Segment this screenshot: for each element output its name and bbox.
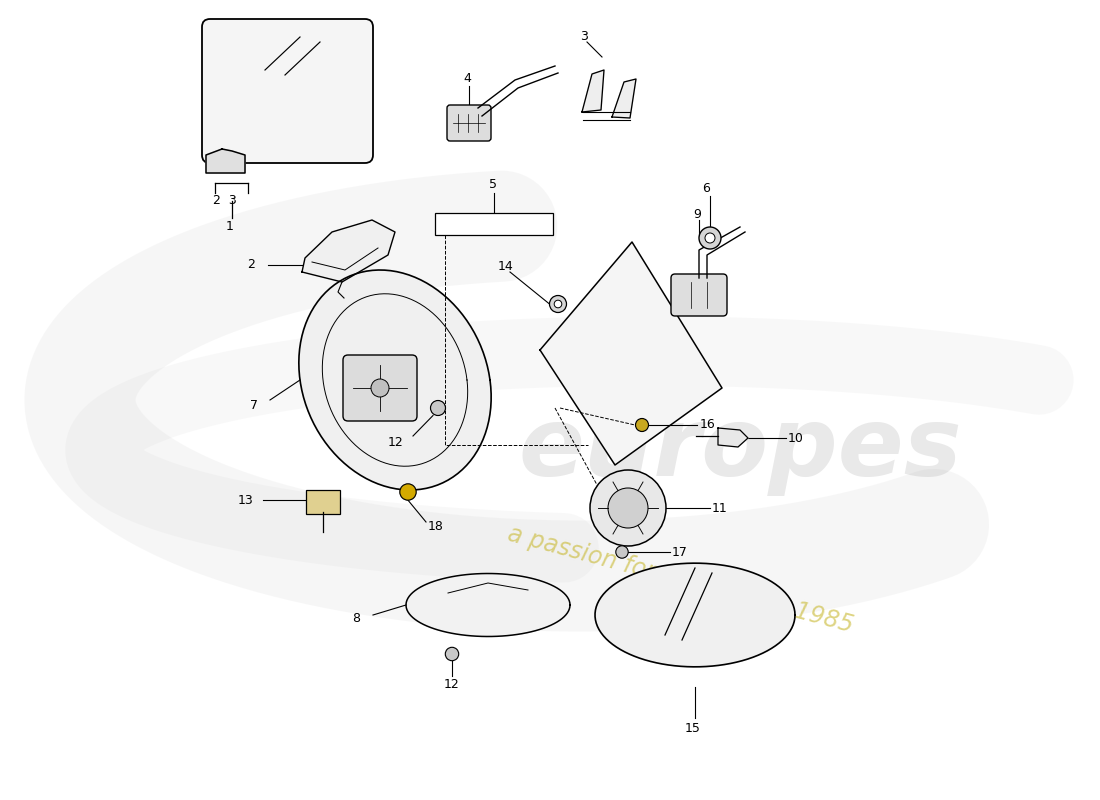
Text: 11: 11 xyxy=(712,502,728,514)
Circle shape xyxy=(554,300,562,308)
Text: 10: 10 xyxy=(788,431,804,445)
Text: 16: 16 xyxy=(700,418,716,431)
Text: 6 9 10 11 12: 6 9 10 11 12 xyxy=(440,219,509,229)
Text: 8: 8 xyxy=(352,613,360,626)
Polygon shape xyxy=(582,70,604,112)
FancyBboxPatch shape xyxy=(671,274,727,316)
Polygon shape xyxy=(406,574,570,637)
Circle shape xyxy=(698,227,720,249)
Polygon shape xyxy=(718,428,748,447)
FancyBboxPatch shape xyxy=(306,490,340,514)
Polygon shape xyxy=(299,270,491,490)
FancyBboxPatch shape xyxy=(447,105,491,141)
Text: 9: 9 xyxy=(693,207,701,221)
Circle shape xyxy=(636,418,649,431)
Text: 1: 1 xyxy=(226,221,233,234)
Text: a passion for parts since 1985: a passion for parts since 1985 xyxy=(505,522,856,638)
Polygon shape xyxy=(302,220,395,282)
Text: 6: 6 xyxy=(702,182,710,194)
Text: 2: 2 xyxy=(248,258,255,271)
Circle shape xyxy=(550,295,566,313)
Text: 14: 14 xyxy=(498,259,514,273)
Text: 7: 7 xyxy=(250,399,258,413)
Polygon shape xyxy=(595,563,795,667)
Text: 12: 12 xyxy=(387,435,403,449)
Circle shape xyxy=(616,546,628,558)
Bar xyxy=(434,213,553,235)
Text: 5: 5 xyxy=(490,178,497,191)
Polygon shape xyxy=(540,242,722,465)
Text: europes: europes xyxy=(518,403,961,497)
Circle shape xyxy=(446,647,459,661)
Circle shape xyxy=(399,484,416,500)
Circle shape xyxy=(608,488,648,528)
Text: 18: 18 xyxy=(428,521,444,534)
Text: 17: 17 xyxy=(672,546,688,558)
Polygon shape xyxy=(612,79,636,118)
Polygon shape xyxy=(206,149,245,173)
Text: 12: 12 xyxy=(444,678,460,690)
FancyBboxPatch shape xyxy=(343,355,417,421)
Text: 15: 15 xyxy=(685,722,701,734)
Circle shape xyxy=(705,233,715,243)
Text: 3: 3 xyxy=(580,30,587,42)
Circle shape xyxy=(371,379,389,397)
Text: 13: 13 xyxy=(238,494,253,506)
Text: 2  3: 2 3 xyxy=(213,194,236,207)
Circle shape xyxy=(430,401,446,415)
Circle shape xyxy=(590,470,666,546)
FancyBboxPatch shape xyxy=(202,19,373,163)
Text: 4: 4 xyxy=(463,71,471,85)
